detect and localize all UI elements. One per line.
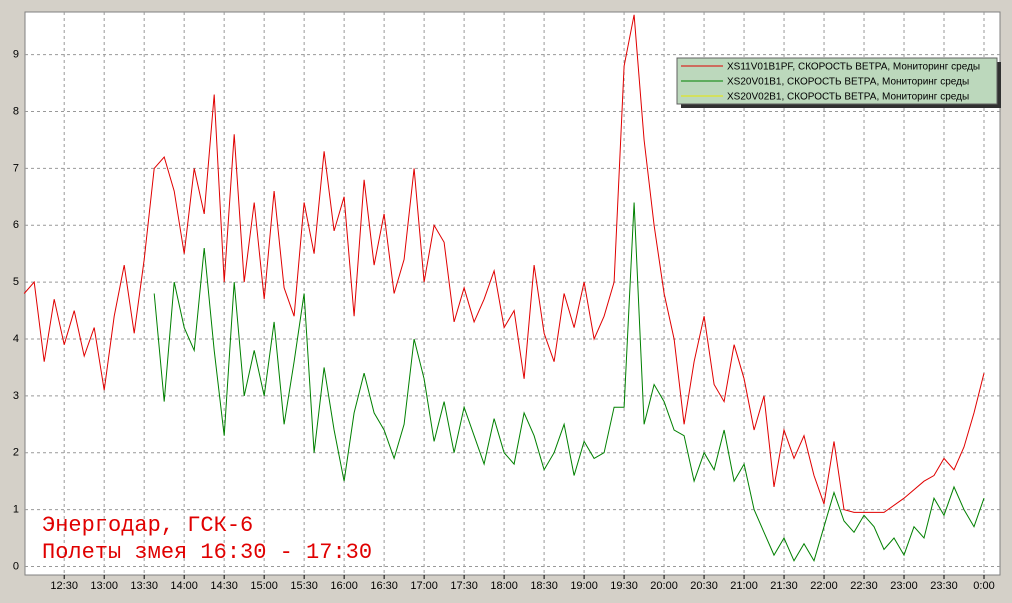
x-tick-label: 18:00 — [490, 580, 518, 592]
y-tick-label: 0 — [13, 560, 19, 572]
x-tick-label: 17:30 — [450, 580, 478, 592]
y-tick-label: 6 — [13, 219, 19, 231]
lines — [23, 14, 985, 563]
x-tick-label: 15:30 — [290, 580, 318, 592]
x-tick-label: 12:30 — [50, 580, 78, 592]
x-tick-label: 13:30 — [130, 580, 158, 592]
legend-label: XS11V01B1PF, СКОРОСТЬ ВЕТРА, Мониторинг … — [727, 62, 980, 73]
x-tick-label: 15:00 — [250, 580, 278, 592]
x-tick-label: 23:00 — [890, 580, 918, 592]
legend: XS11V01B1PF, СКОРОСТЬ ВЕТРА, Мониторинг … — [676, 57, 1001, 108]
x-tick-label: 14:30 — [210, 580, 238, 592]
y-tick-label: 9 — [13, 49, 19, 61]
y-tick-label: 4 — [13, 333, 19, 345]
x-tick-label: 20:00 — [650, 580, 678, 592]
x-tick-label: 22:30 — [850, 580, 878, 592]
y-tick-label: 7 — [13, 162, 19, 174]
x-tick-label: 23:30 — [930, 580, 958, 592]
legend-label: XS20V01B1, СКОРОСТЬ ВЕТРА, Мониторинг ср… — [727, 77, 969, 88]
series-line — [23, 14, 985, 513]
x-tick-label: 17:00 — [410, 580, 438, 592]
x-tick-label: 14:00 — [170, 580, 198, 592]
annotation: Полеты змея 16:30 - 17:30 — [42, 540, 372, 565]
annotation: Энергодар, ГСК-6 — [42, 513, 253, 538]
y-tick-label: 8 — [13, 105, 19, 117]
x-tick-label: 19:30 — [610, 580, 638, 592]
x-tick-label: 18:30 — [530, 580, 558, 592]
y-tick-label: 1 — [13, 504, 19, 516]
series-line — [153, 202, 985, 563]
x-tick-label: 21:00 — [730, 580, 758, 592]
y-tick-label: 3 — [13, 390, 19, 402]
x-tick-label: 21:30 — [770, 580, 798, 592]
x-tick-label: 20:30 — [690, 580, 718, 592]
y-tick-label: 5 — [13, 276, 19, 288]
x-tick-label: 22:00 — [810, 580, 838, 592]
x-tick-label: 13:00 — [90, 580, 118, 592]
x-tick-label: 16:30 — [370, 580, 398, 592]
x-tick-label: 16:00 — [330, 580, 358, 592]
x-tick-label: 0:00 — [973, 580, 994, 592]
y-tick-label: 2 — [13, 447, 19, 459]
legend-label: XS20V02B1, СКОРОСТЬ ВЕТРА, Мониторинг ср… — [727, 92, 969, 103]
x-tick-label: 19:00 — [570, 580, 598, 592]
legend-box — [676, 57, 998, 105]
